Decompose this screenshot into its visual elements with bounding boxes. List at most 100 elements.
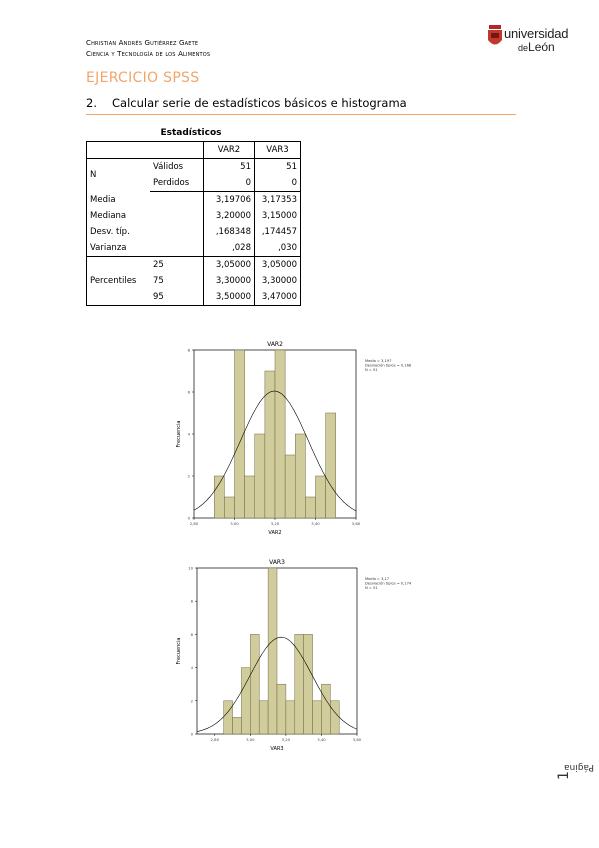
row-sublabel: 75 [150, 273, 204, 289]
table-row: 95 3,50000 3,47000 [86, 289, 301, 306]
x-tick-label: 3,20 [271, 521, 280, 526]
cell-value: 3,50000 [203, 289, 255, 306]
x-tick-label: 3,60 [353, 737, 362, 742]
author-name: Christian Andrés Gutiérrez Gaete [86, 39, 199, 47]
y-tick-label: 10 [188, 566, 193, 571]
row-label: N [86, 158, 150, 192]
histogram-bar [274, 349, 286, 519]
histogram-bar [258, 700, 269, 735]
cell-value: 51 [203, 158, 255, 175]
cell-value: 3,47000 [254, 289, 301, 306]
y-axis-label: Frecuencia [176, 638, 182, 665]
question-text: Calcular serie de estadísticos básicos e… [112, 96, 407, 110]
histogram-bar [294, 634, 304, 735]
histogram-bar [267, 567, 278, 735]
cell-value: ,174457 [254, 224, 301, 240]
x-tick-label: 2,80 [211, 737, 220, 742]
cell-value: 0 [254, 175, 301, 192]
x-tick-label: 2,80 [190, 521, 199, 526]
logo-de: de [518, 43, 529, 53]
histogram-bar [223, 700, 233, 735]
x-tick-label: 3,40 [311, 521, 320, 526]
page-number: Página 1 [548, 742, 594, 782]
y-tick-label: 4 [191, 665, 194, 670]
x-axis-label: VAR2 [268, 530, 281, 536]
column-header: VAR2 [203, 141, 255, 159]
crest-icon [488, 25, 502, 45]
y-tick-label: 2 [191, 698, 194, 703]
cell-value: ,028 [203, 240, 255, 257]
cell-value: 0 [203, 175, 255, 192]
stats-table: VAR2 VAR3 N Válidos 51 51 Perdidos 0 0 M… [86, 141, 301, 306]
histogram-bar [325, 412, 336, 519]
histogram-bar [214, 475, 225, 519]
histogram-bar [303, 634, 313, 735]
x-tick-label: 3,00 [246, 737, 255, 742]
x-tick-label: 3,40 [317, 737, 326, 742]
table-row: Media 3,19706 3,17353 [86, 191, 301, 208]
table-row: 25 3,05000 3,05000 [86, 256, 301, 273]
histogram-bar [321, 683, 331, 735]
cell-value: 3,30000 [254, 273, 301, 289]
histogram-bar [312, 700, 322, 735]
chart-title: VAR2 [267, 341, 283, 348]
legend-entry: Media = 3,197 [365, 359, 391, 363]
histogram-bar [244, 475, 255, 519]
y-tick-label: 2 [188, 474, 191, 479]
table-header-row: VAR2 VAR3 [86, 141, 301, 159]
table-row: Percentiles 75 3,30000 3,30000 [86, 273, 301, 289]
row-label: Percentiles [86, 273, 150, 289]
row-sublabel: Válidos [150, 158, 204, 175]
y-tick-label: 8 [191, 599, 194, 604]
normal-curve [196, 636, 358, 732]
cell-value: 3,19706 [203, 191, 255, 208]
legend-entry: N = 51 [365, 368, 378, 372]
logo-line2: León [528, 40, 555, 54]
histogram-bar [295, 433, 306, 519]
y-tick-label: 6 [188, 390, 191, 395]
cell-value: 3,30000 [203, 273, 255, 289]
row-sublabel: Perdidos [150, 175, 204, 192]
legend-entry: Media = 3,17 [365, 577, 389, 581]
y-axis-label: Frecuencia [176, 421, 182, 448]
histogram-bar [224, 496, 235, 519]
x-tick-label: 3,00 [230, 521, 239, 526]
author-block: Christian Andrés Gutiérrez Gaete Ciencia… [86, 38, 210, 60]
cell-value: 3,05000 [203, 256, 255, 273]
row-sublabel: 95 [150, 289, 204, 306]
exercise-question: 2. Calcular serie de estadísticos básicos… [86, 96, 407, 110]
y-tick-label: 8 [188, 348, 191, 353]
row-label: Desv. típ. [86, 224, 150, 240]
legend-entry: Desviación típica = 0,174 [365, 582, 412, 586]
question-number: 2. [86, 96, 97, 110]
x-tick-label: 3,20 [282, 737, 291, 742]
degree-name: Ciencia y Tecnología de los Alimentos [86, 50, 211, 58]
row-sublabel: 25 [150, 256, 204, 273]
cell-value: 3,20000 [203, 208, 255, 224]
histogram-bar [276, 683, 287, 735]
cell-value: 3,17353 [254, 191, 301, 208]
cell-value: ,030 [254, 240, 301, 257]
y-tick-label: 0 [188, 516, 191, 521]
table-row: Desv. típ. ,168348 ,174457 [86, 224, 301, 240]
cell-value: ,168348 [203, 224, 255, 240]
legend-entry: N = 51 [365, 586, 378, 590]
y-tick-label: 0 [191, 732, 194, 737]
table-row: Perdidos 0 0 [87, 175, 301, 192]
chart-title: VAR3 [269, 559, 285, 566]
stats-table-title: Estadísticos [160, 128, 222, 138]
normal-curve [193, 390, 357, 512]
cell-value: 3,05000 [254, 256, 301, 273]
cell-value: 51 [254, 158, 301, 175]
page-label: Página [564, 762, 594, 772]
university-logo: universidad deLeón [486, 20, 576, 60]
histogram-bar [315, 475, 326, 519]
column-header: VAR3 [254, 141, 301, 159]
table-row: N Válidos 51 51 [86, 158, 301, 192]
y-tick-label: 6 [191, 632, 194, 637]
histogram-var3: VAR3 0 2 4 6 8 10 2,80 3,00 3,20 3,40 3,60 VAR3 Frecu… [176, 559, 412, 752]
exercise-title: EJERCICIO SPSS [86, 70, 200, 86]
table-row: Mediana 3,20000 3,15000 [86, 208, 301, 224]
row-label: Varianza [86, 240, 150, 257]
y-tick-label: 4 [188, 432, 191, 437]
